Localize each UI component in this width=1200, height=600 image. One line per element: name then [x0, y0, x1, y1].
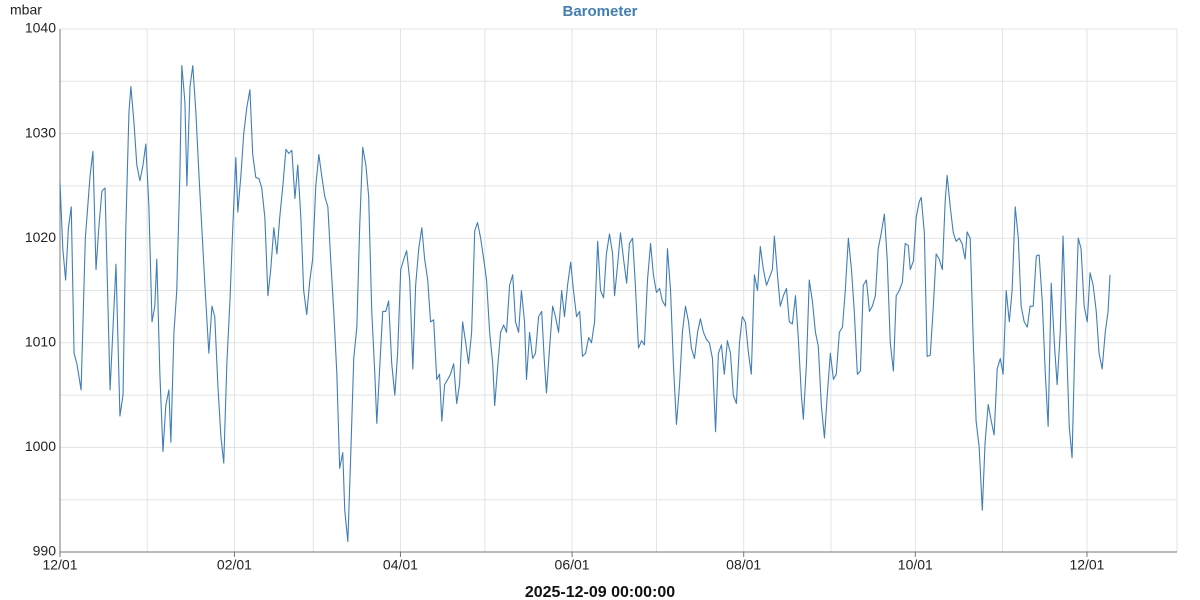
y-tick-label: 1040	[25, 20, 56, 36]
y-axis-label: mbar	[10, 2, 42, 18]
y-tick-label: 1020	[25, 229, 56, 245]
x-tick-label: 12/01	[42, 557, 77, 573]
y-tick-label: 1000	[25, 438, 56, 454]
chart-title: Barometer	[562, 3, 637, 20]
x-tick-label: 04/01	[383, 557, 418, 573]
x-tick-label: 10/01	[898, 557, 933, 573]
y-tick-label: 1030	[25, 124, 56, 140]
labels-layer: Barometer mbar 2025-12-09 00:00:00 990 10…	[10, 2, 1105, 600]
x-tick-label: 02/01	[217, 557, 252, 573]
x-tick-label: 08/01	[726, 557, 761, 573]
y-tick-label: 1010	[25, 334, 56, 350]
grid-layer	[59, 28, 1178, 557]
x-tick-label: 06/01	[555, 557, 590, 573]
x-tick-label: 12/01	[1069, 557, 1104, 573]
data-line	[59, 65, 1111, 543]
y-tick-label: 990	[33, 543, 57, 559]
x-axis-label: 2025-12-09 00:00:00	[525, 584, 675, 600]
marks-layer	[59, 65, 1111, 543]
